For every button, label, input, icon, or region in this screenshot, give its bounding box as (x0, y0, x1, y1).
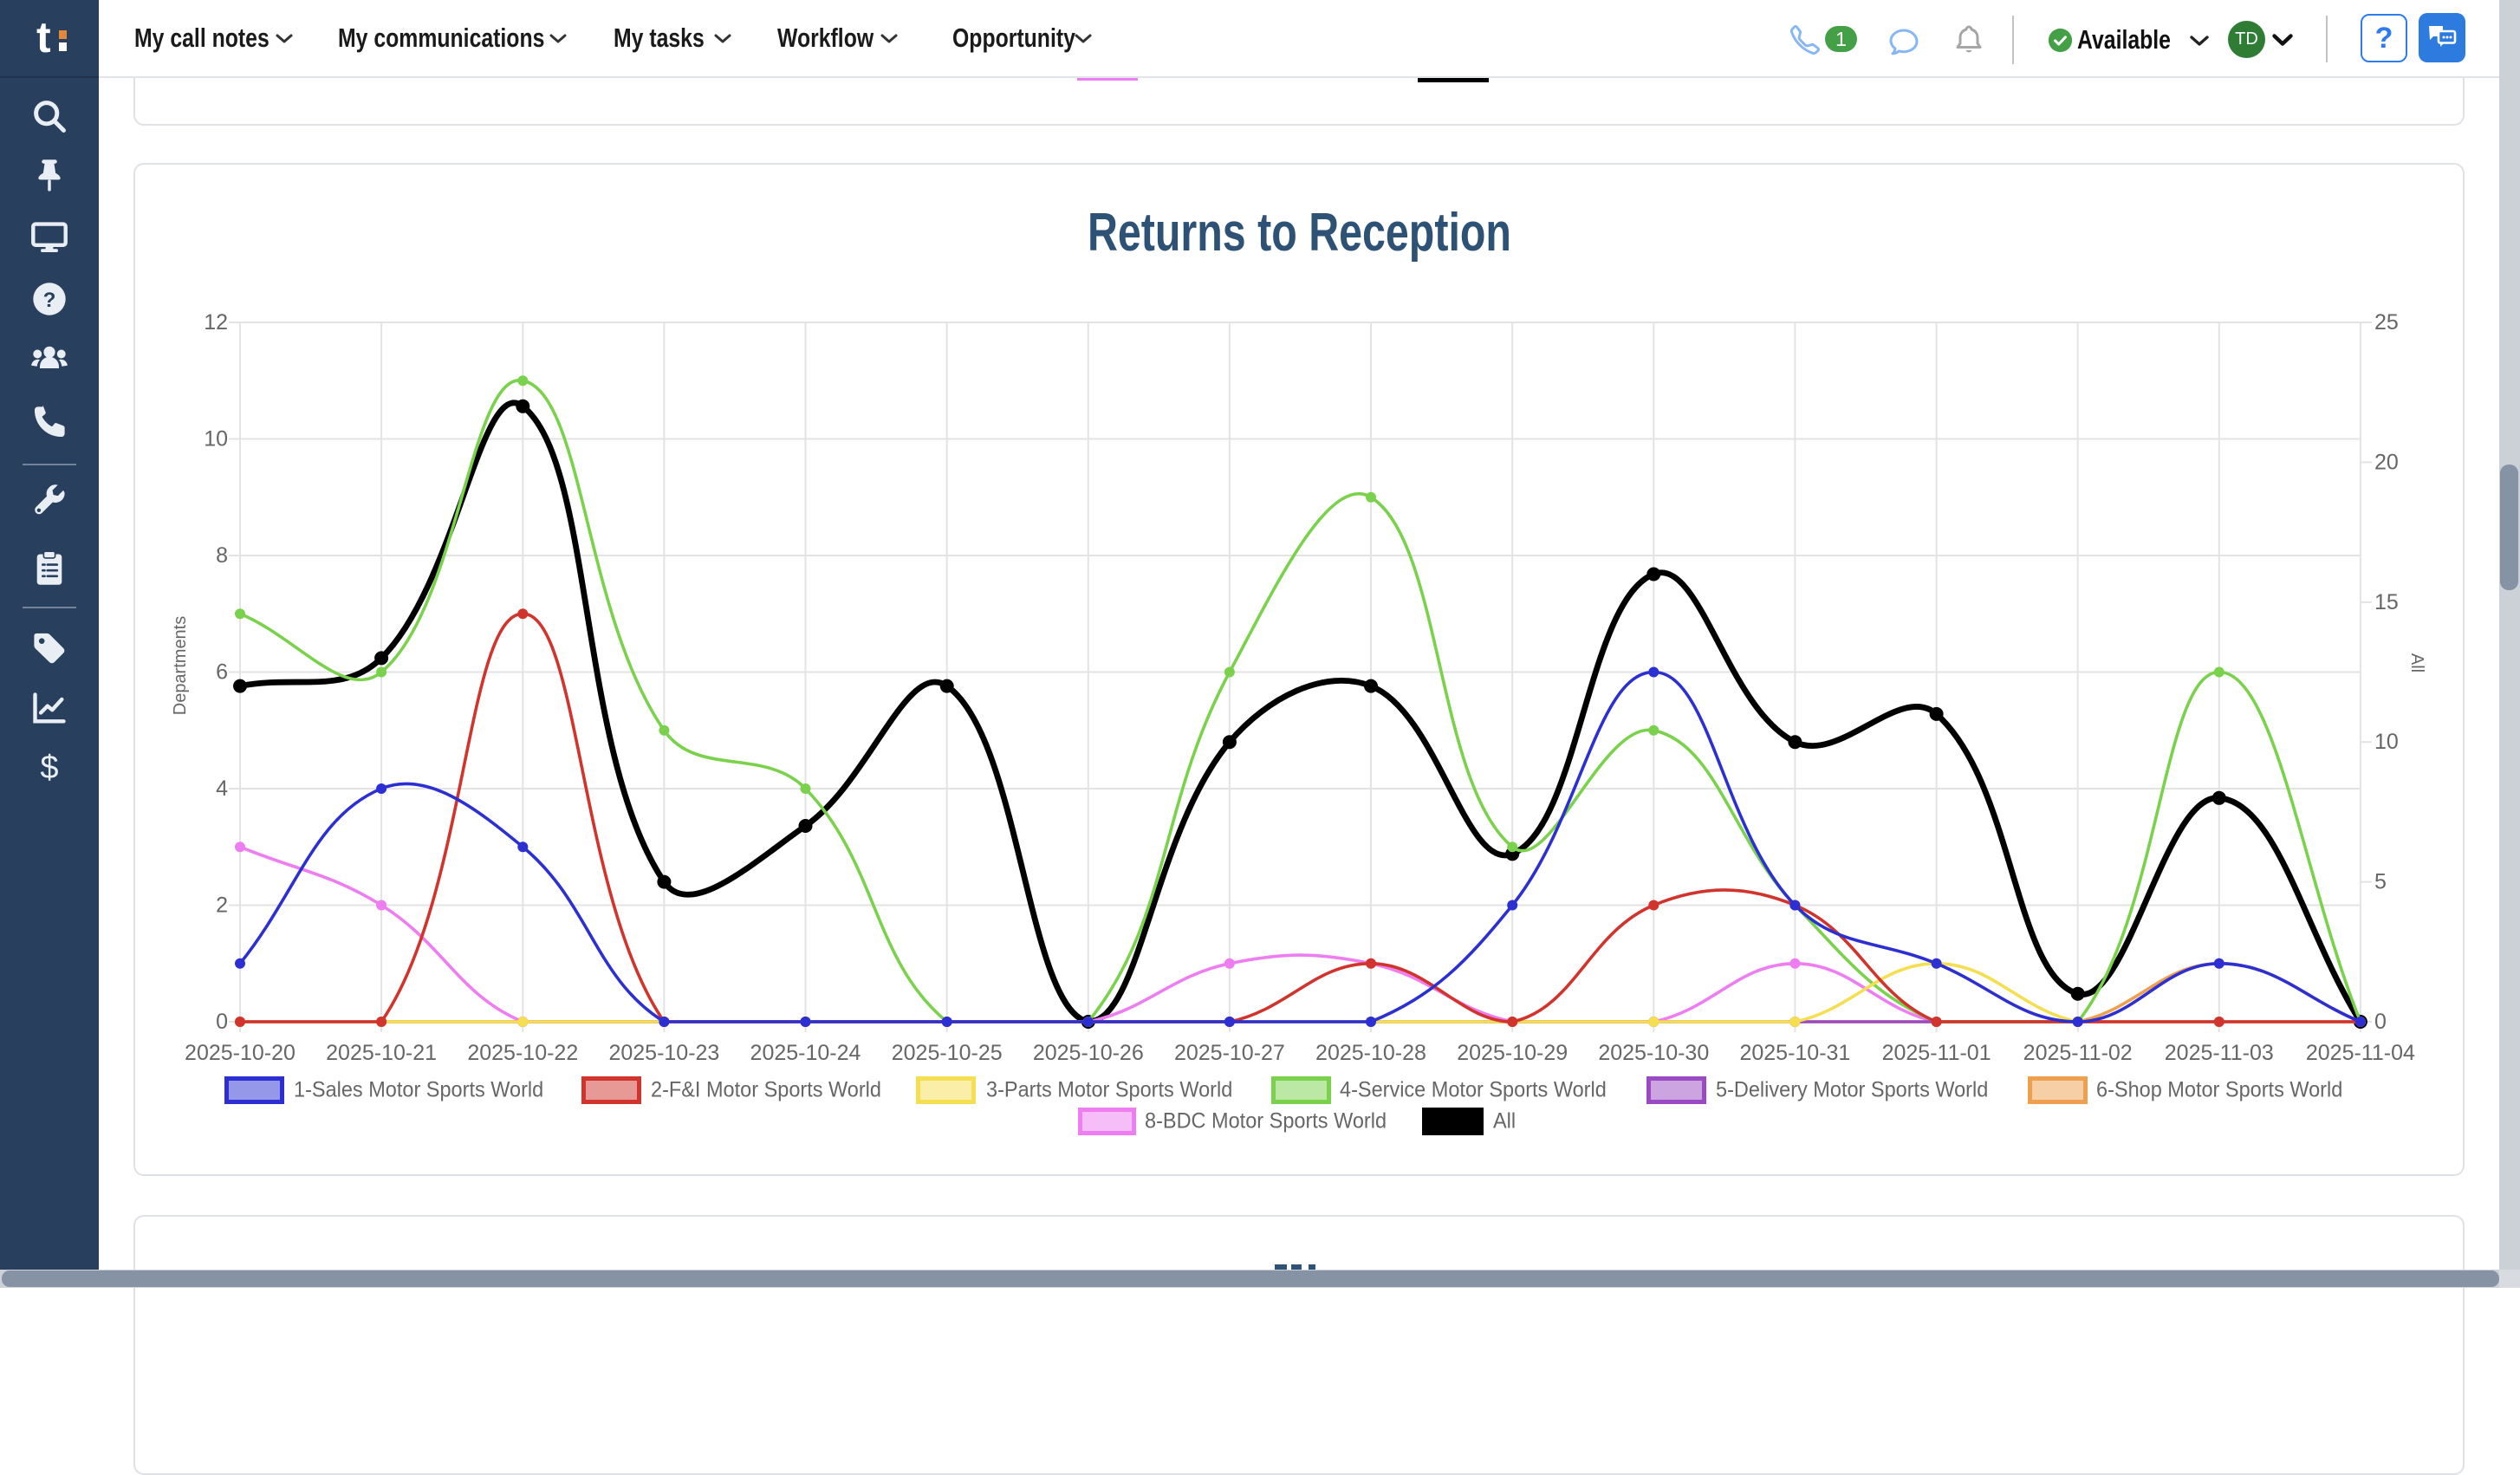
svg-text:0: 0 (216, 1010, 228, 1034)
svg-text:2025-11-03: 2025-11-03 (2165, 1041, 2274, 1065)
svg-text:4: 4 (216, 776, 228, 801)
svg-text:2: 2 (216, 893, 228, 918)
svg-text:0: 0 (2374, 1010, 2387, 1034)
svg-text:20: 20 (2374, 450, 2399, 474)
svg-text:2025-10-26: 2025-10-26 (1033, 1041, 1144, 1065)
svg-text:2025-10-30: 2025-10-30 (1598, 1041, 1709, 1065)
svg-text:12: 12 (204, 310, 228, 335)
svg-text:2025-10-28: 2025-10-28 (1315, 1041, 1426, 1065)
svg-text:Departments: Departments (171, 616, 190, 716)
svg-text:2025-10-21: 2025-10-21 (326, 1041, 437, 1065)
svg-text:2025-10-29: 2025-10-29 (1457, 1041, 1568, 1065)
svg-text:2025-10-24: 2025-10-24 (750, 1041, 861, 1065)
svg-text:25: 25 (2374, 310, 2399, 335)
svg-text:10: 10 (2374, 730, 2399, 754)
svg-text:2025-11-01: 2025-11-01 (1882, 1041, 1991, 1065)
svg-text:15: 15 (2374, 590, 2399, 614)
svg-text:2025-10-22: 2025-10-22 (467, 1041, 578, 1065)
svg-text:5: 5 (2374, 870, 2387, 894)
svg-text:2025-10-25: 2025-10-25 (892, 1041, 1003, 1065)
svg-text:6: 6 (216, 660, 228, 685)
svg-text:2025-11-04: 2025-11-04 (2306, 1041, 2415, 1065)
svg-text:8: 8 (216, 543, 228, 568)
svg-text:10: 10 (204, 427, 228, 452)
svg-text:2025-10-20: 2025-10-20 (185, 1041, 296, 1065)
svg-text:2025-11-02: 2025-11-02 (2023, 1041, 2133, 1065)
svg-text:?: ? (43, 289, 56, 312)
svg-text:2025-10-23: 2025-10-23 (608, 1041, 719, 1065)
svg-text:2025-10-31: 2025-10-31 (1739, 1041, 1850, 1065)
svg-text:All: All (2407, 653, 2426, 673)
svg-text:2025-10-27: 2025-10-27 (1174, 1041, 1285, 1065)
